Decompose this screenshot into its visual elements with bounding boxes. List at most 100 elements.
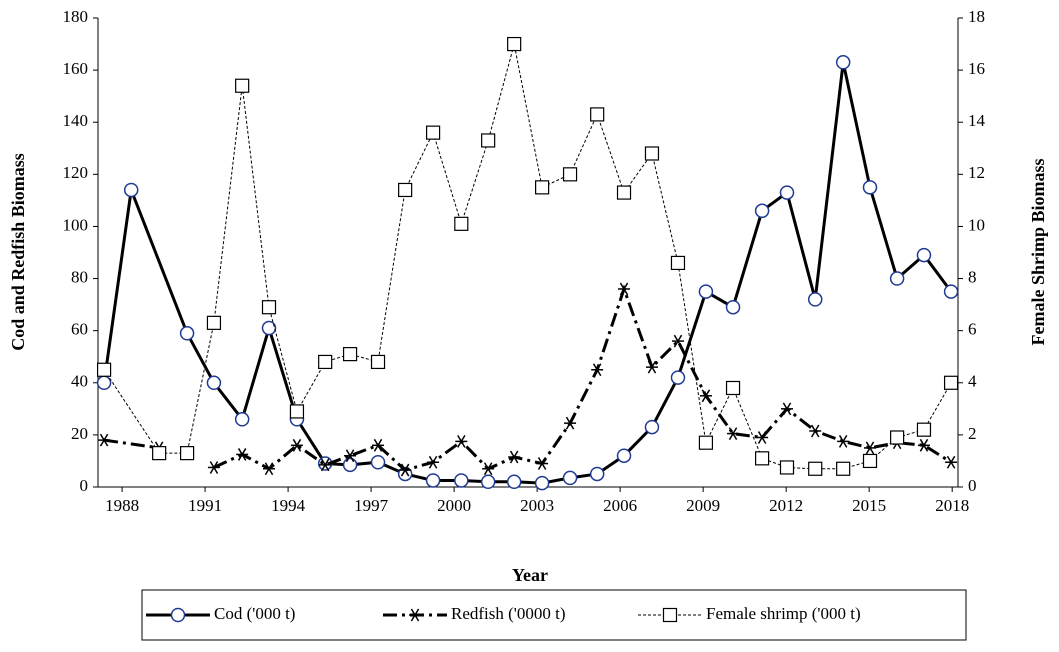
marker-square — [342, 347, 358, 362]
marker-circle — [835, 55, 851, 70]
marker-star — [945, 455, 958, 469]
marker-star-stroke — [565, 416, 575, 430]
marker-star-stroke — [99, 433, 109, 447]
y-axis-label: Cod and Redfish Biomass — [8, 153, 28, 351]
marker-square — [481, 133, 496, 148]
x-axis-label: Year — [512, 565, 548, 585]
marker-star-stroke — [428, 455, 438, 469]
marker-star — [699, 389, 712, 403]
marker-star-stroke — [320, 458, 330, 472]
marker-star — [864, 441, 877, 455]
marker-star — [207, 461, 220, 474]
y2-tick-label: 10 — [968, 215, 985, 234]
y-tick-label: 80 — [71, 267, 88, 286]
marker-star — [671, 334, 684, 348]
marker-star — [263, 462, 276, 476]
marker-square — [562, 167, 578, 182]
marker-star — [409, 608, 421, 622]
y2-tick-label: 0 — [968, 476, 977, 495]
y-tick-label: 0 — [80, 476, 89, 495]
marker-circle — [862, 180, 878, 195]
marker-circle — [480, 474, 496, 490]
x-tick-label: 1988 — [105, 496, 139, 515]
marker-star — [455, 435, 468, 448]
marker-star-stroke — [400, 463, 410, 477]
marker-star — [98, 433, 111, 447]
marker-circle — [670, 370, 686, 385]
marker-star — [236, 448, 249, 461]
marker-square — [754, 451, 770, 466]
marker-square — [916, 422, 932, 437]
x-tick-label: 1994 — [271, 496, 306, 515]
marker-star — [508, 450, 521, 464]
legend-label: Redfish ('0000 t) — [451, 604, 566, 623]
legend-label: Female shrimp ('000 t) — [706, 604, 861, 623]
marker-star — [917, 438, 930, 452]
marker-circle — [589, 466, 605, 482]
marker-square — [370, 354, 386, 370]
y-tick-label: 40 — [71, 372, 88, 391]
marker-star — [837, 435, 850, 448]
marker-star — [564, 416, 577, 430]
marker-star-stroke — [838, 435, 848, 448]
marker-circle — [454, 473, 469, 488]
marker-star-stroke — [619, 282, 629, 296]
marker-star-stroke — [237, 448, 247, 461]
marker-square — [725, 380, 741, 396]
marker-square — [289, 404, 305, 419]
y-tick-label: 180 — [63, 7, 89, 26]
y2-tick-label: 16 — [968, 59, 985, 78]
marker-circle — [506, 474, 522, 490]
marker-square — [96, 362, 112, 377]
marker-star-stroke — [537, 457, 547, 470]
marker-star-stroke — [782, 402, 792, 416]
marker-star-stroke — [865, 441, 875, 455]
marker-square — [943, 375, 959, 390]
x-tick-label: 2015 — [852, 496, 886, 515]
y2-tick-label: 14 — [968, 111, 986, 130]
marker-star — [427, 455, 440, 469]
marker-circle — [425, 473, 441, 488]
x-tick-label: 2006 — [603, 496, 637, 515]
x-tick-label: 2018 — [935, 496, 969, 515]
x-tick-label: 1997 — [354, 496, 389, 515]
marker-circle — [123, 182, 139, 198]
marker-square — [616, 185, 632, 200]
marker-star-stroke — [373, 438, 383, 452]
marker-circle — [534, 475, 550, 491]
legend-label: Cod ('000 t) — [214, 604, 295, 623]
marker-star-stroke — [728, 427, 738, 440]
y2-tick-label: 6 — [968, 320, 977, 339]
marker-star-stroke — [673, 334, 683, 348]
marker-star-stroke — [410, 608, 420, 622]
marker-circle — [370, 454, 386, 470]
marker-star-stroke — [919, 438, 929, 452]
marker-square — [644, 146, 660, 161]
marker-square — [535, 180, 550, 195]
marker-star — [536, 457, 549, 470]
marker-square — [152, 446, 167, 461]
y2-axis-label: Female Shrimp Biomass — [1028, 159, 1048, 346]
marker-circle — [779, 185, 795, 200]
y2-tick-label: 8 — [968, 267, 977, 286]
marker-star — [290, 438, 303, 452]
marker-circle — [562, 470, 578, 486]
marker-square — [454, 216, 469, 231]
y2-tick-label: 4 — [968, 372, 977, 391]
y-tick-label: 120 — [63, 163, 89, 182]
marker-circle — [889, 271, 905, 286]
marker-star-stroke — [647, 360, 657, 374]
marker-star — [591, 363, 604, 377]
marker-star-stroke — [701, 389, 711, 403]
series-line — [103, 284, 952, 472]
marker-star-stroke — [483, 462, 493, 476]
marker-star-stroke — [457, 435, 466, 448]
x-tick-label: 1991 — [188, 496, 222, 515]
marker-square — [425, 125, 441, 140]
x-tick-label: 2009 — [686, 496, 720, 515]
marker-circle — [754, 203, 770, 219]
x-tick-label: 2003 — [520, 496, 554, 515]
marker-star — [372, 438, 385, 452]
marker-star-stroke — [292, 438, 302, 452]
